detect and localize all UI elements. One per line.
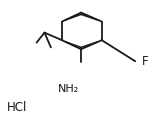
Text: NH₂: NH₂: [58, 84, 79, 94]
Text: F: F: [142, 55, 149, 68]
Text: HCl: HCl: [7, 101, 28, 114]
